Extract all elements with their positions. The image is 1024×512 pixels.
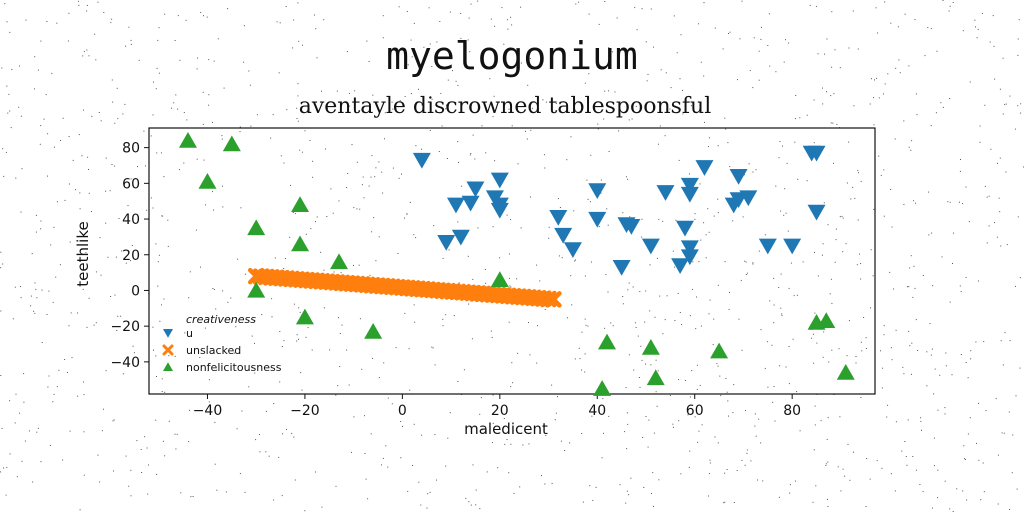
data-point bbox=[680, 177, 699, 194]
data-point bbox=[446, 197, 465, 214]
data-point bbox=[758, 238, 777, 255]
page-title: myelogonium bbox=[386, 34, 638, 78]
plot-frame bbox=[148, 127, 876, 395]
data-point bbox=[330, 253, 349, 270]
data-point bbox=[807, 204, 826, 221]
x-tick-label: 40 bbox=[588, 403, 606, 419]
data-point bbox=[695, 160, 714, 176]
data-point bbox=[739, 190, 758, 207]
legend-item: unslacked bbox=[162, 344, 241, 357]
data-point bbox=[807, 145, 826, 162]
data-point bbox=[198, 173, 217, 189]
data-point bbox=[680, 240, 699, 257]
x-tick-label: −40 bbox=[193, 403, 223, 419]
legend-title: creativeness bbox=[186, 313, 256, 326]
data-point bbox=[178, 131, 197, 148]
x-tick-label: 0 bbox=[398, 403, 407, 419]
y-tick-label: 60 bbox=[122, 176, 140, 192]
data-point bbox=[295, 308, 314, 325]
data-point bbox=[291, 196, 310, 212]
data-point bbox=[588, 211, 607, 228]
data-point bbox=[612, 260, 631, 276]
series-unslacked bbox=[247, 267, 562, 308]
series-nonfelicitousness bbox=[178, 131, 855, 396]
legend-label: nonfelicitousness bbox=[186, 361, 282, 374]
series-u bbox=[412, 145, 826, 276]
y-tick-label: 20 bbox=[122, 248, 140, 264]
data-point bbox=[563, 242, 582, 258]
data-point bbox=[247, 219, 266, 236]
data-point bbox=[437, 235, 456, 251]
data-point bbox=[412, 152, 431, 169]
data-point bbox=[710, 342, 729, 359]
data-point bbox=[646, 369, 665, 386]
data-point bbox=[588, 183, 607, 200]
data-point bbox=[364, 322, 383, 339]
data-point bbox=[247, 281, 266, 298]
data-point bbox=[671, 258, 690, 275]
data-point bbox=[461, 195, 480, 212]
legend: creativeness u unslacked nonfelicitousness bbox=[162, 313, 282, 374]
data-point bbox=[817, 312, 836, 329]
legend-item: u bbox=[163, 327, 193, 340]
data-point bbox=[291, 235, 310, 252]
data-point bbox=[622, 218, 641, 235]
y-tick-label: 40 bbox=[122, 212, 140, 228]
y-tick-label: 0 bbox=[131, 283, 140, 299]
legend-label: unslacked bbox=[186, 344, 241, 357]
legend-marker bbox=[163, 329, 173, 338]
x-tick-label: 80 bbox=[783, 403, 801, 419]
data-point bbox=[466, 181, 485, 198]
x-tick-label: −20 bbox=[290, 403, 320, 419]
data-point bbox=[675, 220, 694, 237]
legend-item: nonfelicitousness bbox=[163, 361, 282, 374]
y-tick-label: −40 bbox=[110, 355, 140, 371]
data-point bbox=[554, 227, 573, 244]
data-point bbox=[729, 169, 748, 185]
data-point bbox=[222, 135, 241, 152]
data-point bbox=[545, 291, 562, 308]
y-tick-label: −20 bbox=[110, 319, 140, 335]
data-point bbox=[680, 186, 699, 203]
x-axis-label: maledicent bbox=[464, 420, 548, 438]
y-axis-label: teethlike bbox=[74, 221, 92, 286]
data-point bbox=[490, 202, 509, 219]
data-point bbox=[598, 333, 617, 350]
y-tick-label: 80 bbox=[122, 141, 140, 157]
data-point bbox=[641, 339, 660, 355]
data-point bbox=[641, 238, 660, 255]
x-tick-label: 60 bbox=[686, 403, 704, 419]
x-tick-label: 20 bbox=[491, 403, 509, 419]
data-point bbox=[490, 271, 509, 287]
legend-marker bbox=[163, 362, 173, 371]
data-point bbox=[836, 364, 855, 380]
legend-marker bbox=[162, 344, 174, 356]
data-point bbox=[656, 185, 675, 201]
data-point bbox=[490, 172, 509, 189]
legend-label: u bbox=[186, 327, 193, 340]
data-point bbox=[783, 238, 802, 255]
data-point bbox=[593, 380, 612, 396]
data-point bbox=[451, 229, 470, 246]
data-point bbox=[680, 249, 699, 266]
data-point bbox=[549, 210, 568, 226]
chart-subtitle: aventayle discrowned tablespoonsful bbox=[298, 94, 712, 119]
